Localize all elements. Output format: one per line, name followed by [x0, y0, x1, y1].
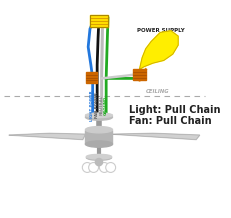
Ellipse shape — [86, 155, 112, 160]
Polygon shape — [112, 133, 200, 140]
Circle shape — [95, 158, 103, 166]
Bar — [85, 130, 112, 144]
Text: CEILING: CEILING — [146, 89, 169, 94]
Ellipse shape — [85, 113, 112, 118]
Polygon shape — [133, 69, 146, 80]
Text: LIGHT POWER: LIGHT POWER — [90, 90, 94, 121]
Ellipse shape — [86, 154, 112, 159]
Ellipse shape — [85, 141, 112, 147]
Polygon shape — [86, 72, 97, 83]
Polygon shape — [9, 133, 85, 140]
Text: POWER SUPPLY: POWER SUPPLY — [137, 28, 184, 33]
Polygon shape — [140, 31, 178, 69]
Circle shape — [82, 163, 92, 172]
Circle shape — [89, 163, 98, 172]
Ellipse shape — [85, 126, 112, 133]
Text: NEUTRAL: NEUTRAL — [100, 95, 104, 116]
Circle shape — [106, 163, 116, 172]
Text: GROUND: GROUND — [104, 96, 108, 115]
Ellipse shape — [85, 114, 112, 120]
Text: Light: Pull Chain: Light: Pull Chain — [129, 105, 220, 115]
Polygon shape — [90, 15, 108, 27]
Text: FAN POWER: FAN POWER — [95, 92, 99, 118]
Text: Fan: Pull Chain: Fan: Pull Chain — [129, 116, 211, 126]
Circle shape — [99, 163, 109, 172]
